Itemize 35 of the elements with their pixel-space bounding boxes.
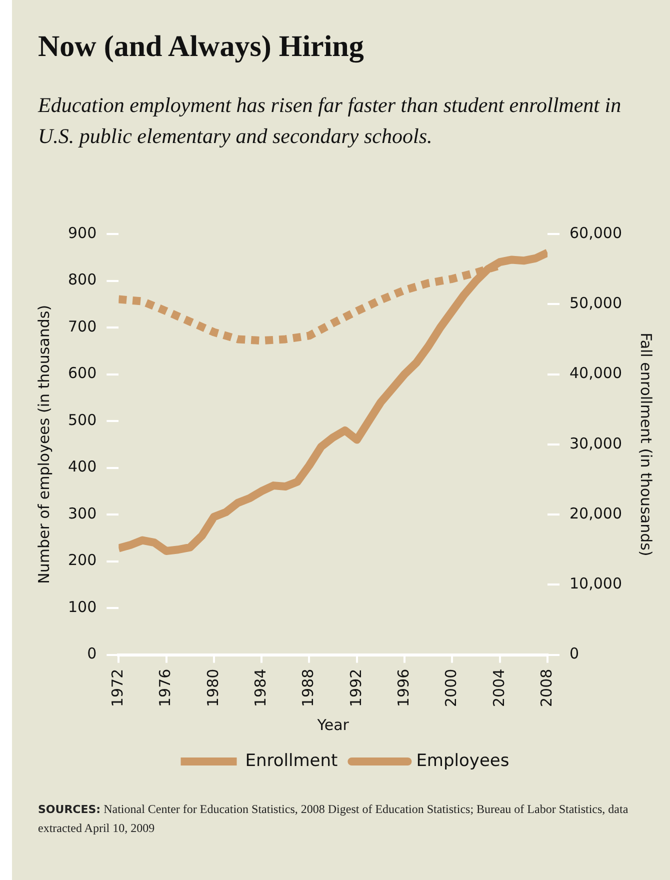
x-tick-label: 1976 xyxy=(156,668,174,708)
y2-tick-label: 0 xyxy=(570,644,580,663)
chart-subtitle: Education employment has risen far faster than student enrollment in U.S. public elementary and secondary schools. xyxy=(38,92,622,150)
y-tick-label: 100 xyxy=(68,598,97,616)
y-tick-label: 300 xyxy=(68,504,97,522)
y-tick-label: 0 xyxy=(87,644,97,663)
y2-axis-title: Fall enrollment (in thousands) xyxy=(637,332,656,556)
legend-label: Enrollment xyxy=(245,750,338,771)
y-tick-label: 700 xyxy=(68,317,97,336)
y2-tick-label: 20,000 xyxy=(570,504,622,522)
x-tick-label: 1984 xyxy=(251,668,270,708)
source-note: SOURCES: National Center for Education Statistics, 2008 Digest of Education Statistics; Bureau of Labor Statistics, data extracted April 10, 2009 xyxy=(38,802,628,835)
y2-tick-label: 10,000 xyxy=(570,574,622,593)
legend-label: Employees xyxy=(416,750,510,771)
x-tick-label: 1972 xyxy=(108,668,127,708)
x-tick-label: 2004 xyxy=(490,668,508,708)
y-tick-label: 600 xyxy=(68,364,97,382)
y-tick-label: 900 xyxy=(68,224,97,242)
x-axis-title: Year xyxy=(316,716,350,734)
y-tick-label: 800 xyxy=(68,270,97,289)
chart-title: Now (and Always) Hiring xyxy=(38,30,364,64)
y2-tick-label: 50,000 xyxy=(570,294,622,312)
y-tick-label: 400 xyxy=(68,458,97,476)
x-tick-label: 2000 xyxy=(442,668,460,708)
x-tick-label: 1988 xyxy=(299,668,318,708)
y2-tick-label: 30,000 xyxy=(570,434,622,452)
y2-tick-label: 40,000 xyxy=(570,364,622,382)
y-axis-title: Number of employees (in thousands) xyxy=(34,304,53,584)
y-tick-label: 200 xyxy=(68,551,97,570)
y2-tick-label: 60,000 xyxy=(570,224,622,242)
y-tick-label: 500 xyxy=(68,410,97,429)
x-tick-label: 2008 xyxy=(537,668,556,708)
x-tick-label: 1992 xyxy=(346,668,365,708)
x-tick-label: 1980 xyxy=(204,668,222,708)
x-tick-label: 1996 xyxy=(394,668,412,708)
